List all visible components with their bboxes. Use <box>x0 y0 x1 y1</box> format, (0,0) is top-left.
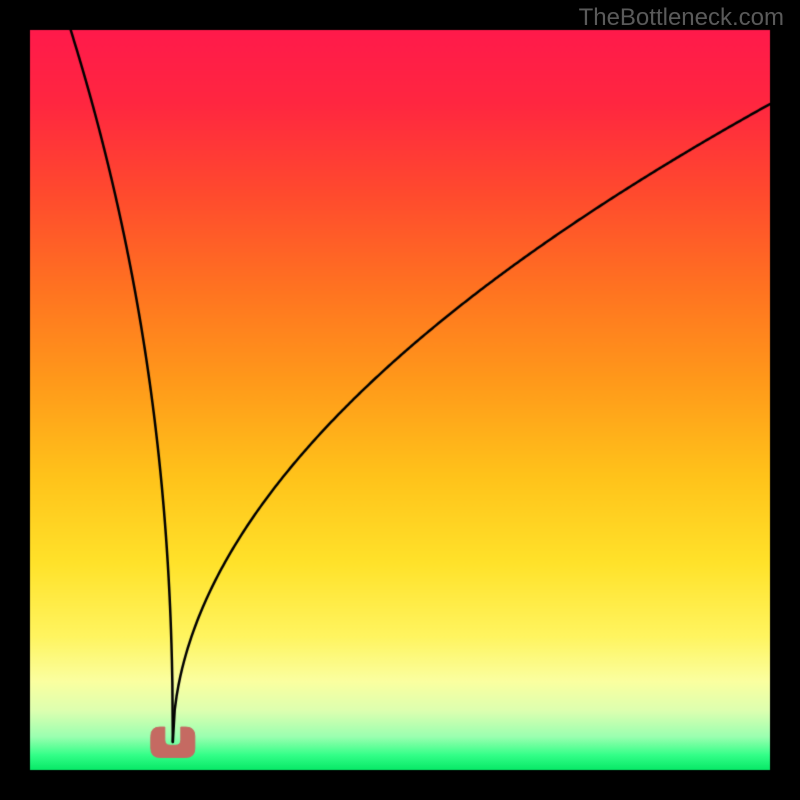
bottleneck-chart-canvas <box>0 0 800 800</box>
chart-container: TheBottleneck.com <box>0 0 800 800</box>
watermark-text: TheBottleneck.com <box>579 4 784 32</box>
